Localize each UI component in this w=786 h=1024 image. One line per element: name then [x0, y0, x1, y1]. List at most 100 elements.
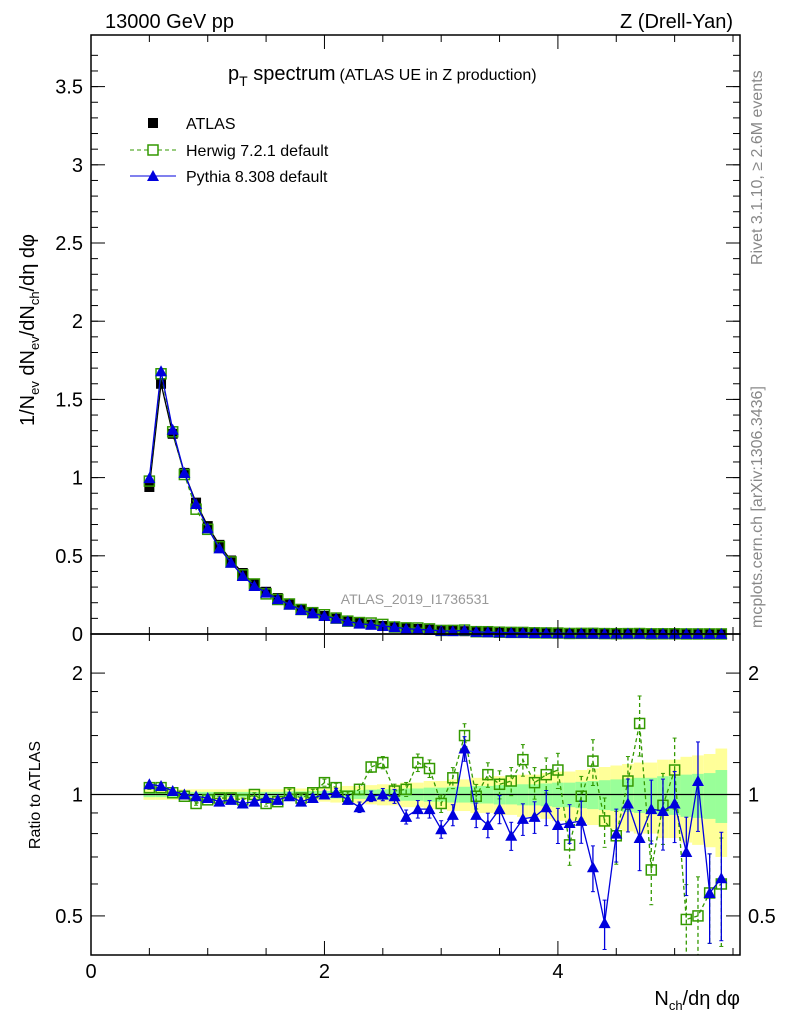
band-inner-bin: [610, 779, 623, 812]
herwig-ratio-point: [552, 764, 564, 776]
pythia-ratio-point: [446, 808, 459, 820]
herwig-ratio-point: [493, 778, 506, 791]
atlas-point: [156, 378, 167, 389]
pythia-ratio-point: [353, 801, 366, 813]
y-tick-label: 0: [72, 624, 83, 646]
pythia-ratio-point: [306, 792, 319, 804]
pythia-point: [621, 627, 634, 639]
pythia-point: [575, 627, 588, 639]
pythia-point: [376, 620, 389, 632]
pythia-ratio-point: [236, 797, 249, 809]
pythia-ratio-point: [341, 793, 354, 805]
pythia-point: [528, 627, 541, 639]
herwig-ratio-point: [633, 717, 646, 730]
band-inner-bin: [715, 770, 728, 823]
pythia-ratio-point: [411, 803, 424, 815]
pythia-point: [341, 615, 354, 627]
analysis-id: ATLAS_2019_I1736531: [341, 591, 490, 607]
band-inner-bin: [598, 780, 611, 811]
pythia-ratio-point: [260, 792, 273, 804]
y-axis-label: 1/Nev dNev/dNch/dη dφ: [17, 234, 42, 426]
x-tick-label: 0: [85, 961, 96, 983]
pythia-ratio-point: [283, 790, 296, 802]
y-tick-label: 0.5: [55, 546, 83, 568]
herwig-ratio-point: [318, 776, 331, 789]
pythia-point: [236, 570, 249, 582]
ratio-y-axis-label: Ratio to ATLAS: [27, 741, 44, 849]
pythia-point: [248, 579, 261, 591]
pythia-ratio-point: [143, 778, 156, 790]
pythia-point: [178, 466, 191, 478]
band-inner-bin: [680, 774, 693, 817]
pythia-point: [458, 624, 471, 636]
pythia-ratio-point: [376, 788, 389, 800]
pythia-ratio-point: [470, 808, 483, 820]
pythia-ratio-point: [435, 823, 448, 835]
herwig-ratio-point: [692, 910, 704, 922]
pythia-point: [516, 626, 529, 638]
pythia-point: [295, 603, 308, 615]
herwig-ratio-point: [587, 755, 599, 767]
y-tick-label: 1: [72, 468, 83, 490]
pythia-point: [423, 623, 436, 635]
x-axis-label: Nch/dη dφ: [654, 988, 740, 1013]
herwig-ratio-point: [505, 775, 517, 787]
herwig-ratio-point: [353, 783, 366, 796]
ratio-panel: [91, 695, 740, 956]
pythia-ratio-point: [155, 779, 168, 791]
pythia-ratio-point: [493, 803, 506, 815]
pythia-ratio-point: [540, 801, 553, 813]
pythia-point: [388, 621, 401, 633]
pythia-ratio-point: [248, 795, 261, 807]
ratio-tick-label-right: 0.5: [748, 906, 776, 928]
herwig-ratio-point: [423, 762, 436, 775]
pythia-point: [411, 623, 424, 635]
pythia-point: [586, 627, 599, 639]
rivet-label: Rivet 3.1.10, ≥ 2.6M events: [749, 70, 766, 265]
pythia-ratio-point: [388, 790, 401, 802]
legend-herwig-marker: [147, 144, 159, 156]
pythia-ratio-point: [271, 793, 284, 805]
pythia-point: [306, 607, 319, 619]
herwig-ratio-point: [680, 913, 693, 926]
pythia-point: [330, 612, 343, 624]
pythia-ratio-point: [610, 827, 623, 839]
pythia-point: [318, 610, 331, 622]
herwig-ratio-point: [470, 790, 482, 803]
pythia-ratio-point: [166, 785, 179, 797]
pythia-ratio-point: [178, 788, 191, 800]
pythia-ratio-point: [621, 797, 634, 809]
pythia-ratio-point: [656, 805, 669, 817]
band-inner-bin: [703, 773, 716, 819]
pythia-ratio-point: [563, 816, 576, 828]
pythia-point: [353, 617, 366, 629]
pythia-ratio-point: [225, 793, 238, 805]
y-tick-label: 3.5: [55, 77, 83, 99]
legend-pythia-marker: [147, 170, 159, 181]
pythia-ratio-point: [691, 775, 704, 787]
y-tick-label: 3: [72, 155, 83, 177]
pythia-point: [155, 365, 168, 377]
pythia-ratio-point: [575, 814, 588, 826]
pythia-ratio-point: [201, 792, 214, 804]
herwig-ratio-point: [435, 797, 447, 810]
pythia-ratio-point: [715, 872, 728, 884]
y-tick-label: 2.5: [55, 233, 83, 255]
legend-atlas-marker: [148, 118, 158, 128]
pythia-point: [563, 627, 576, 639]
pythia-point: [365, 618, 378, 630]
pythia-point: [283, 598, 296, 610]
ratio-tick-label-right: 2: [748, 663, 759, 685]
pythia-ratio-point: [295, 795, 308, 807]
y-tick-label: 2: [72, 311, 83, 333]
pythia-point: [225, 556, 238, 568]
pythia-point: [166, 423, 179, 435]
herwig-ratio-point: [540, 768, 552, 781]
y-tick-label: 1.5: [55, 389, 83, 411]
x-tick-label: 2: [319, 961, 330, 983]
pythia-ratio-point: [633, 832, 646, 844]
header-left: 13000 GeV pp: [105, 11, 234, 33]
ratio-tick-label: 1: [72, 785, 83, 807]
herwig-ratio-point: [482, 768, 494, 781]
